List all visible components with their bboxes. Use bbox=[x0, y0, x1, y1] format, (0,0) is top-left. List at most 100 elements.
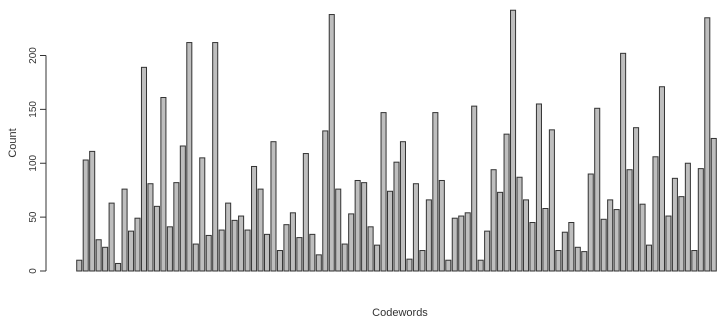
bar bbox=[192, 243, 199, 272]
bar bbox=[574, 246, 581, 272]
bar bbox=[387, 190, 394, 272]
bar bbox=[425, 199, 432, 272]
bar bbox=[503, 133, 510, 272]
bar bbox=[361, 182, 368, 272]
bar bbox=[289, 212, 296, 272]
bar bbox=[438, 179, 445, 272]
bar bbox=[633, 127, 640, 272]
bar bbox=[374, 244, 381, 272]
bar bbox=[484, 230, 491, 272]
bar bbox=[594, 107, 601, 272]
bar bbox=[263, 233, 271, 272]
bar bbox=[179, 145, 186, 272]
bar bbox=[302, 153, 309, 272]
bar bbox=[704, 17, 711, 272]
bar bbox=[490, 169, 497, 272]
bar bbox=[710, 137, 717, 272]
bar bbox=[451, 217, 458, 272]
bar bbox=[244, 229, 251, 272]
bar bbox=[607, 199, 614, 272]
bar bbox=[497, 191, 504, 272]
bar bbox=[205, 234, 212, 272]
y-tick-label: 100 bbox=[28, 154, 39, 171]
bar bbox=[568, 222, 575, 272]
bar bbox=[561, 231, 568, 272]
bar bbox=[645, 244, 653, 272]
bar bbox=[684, 162, 691, 272]
bar bbox=[678, 196, 685, 272]
bar bbox=[134, 217, 141, 272]
y-tick-label: 200 bbox=[28, 47, 39, 64]
bar bbox=[412, 183, 419, 272]
bar bbox=[147, 183, 154, 272]
bar bbox=[652, 156, 659, 272]
bar bbox=[322, 130, 329, 272]
bar bbox=[516, 176, 523, 272]
bar bbox=[522, 199, 530, 272]
bar bbox=[399, 141, 407, 272]
bar bbox=[296, 237, 303, 272]
y-tick-label: 50 bbox=[28, 211, 39, 223]
bar bbox=[218, 229, 225, 272]
bar bbox=[445, 259, 452, 272]
bar bbox=[406, 258, 413, 272]
bar bbox=[665, 215, 672, 272]
bar bbox=[510, 9, 517, 272]
bar bbox=[212, 42, 219, 272]
bar bbox=[186, 42, 193, 272]
bar bbox=[102, 246, 109, 272]
bar bbox=[173, 182, 180, 272]
bar bbox=[341, 243, 348, 272]
bar bbox=[671, 177, 678, 272]
bar bbox=[348, 213, 355, 272]
bar bbox=[458, 215, 465, 272]
bar bbox=[464, 212, 471, 272]
bar bbox=[121, 188, 128, 272]
bar bbox=[89, 150, 96, 272]
bar bbox=[600, 218, 607, 272]
bar bbox=[393, 161, 400, 272]
bar bbox=[257, 188, 264, 272]
bar bbox=[477, 259, 484, 272]
bar bbox=[153, 205, 160, 272]
bar bbox=[166, 226, 173, 272]
bar bbox=[328, 14, 335, 272]
bar bbox=[535, 103, 542, 272]
y-tick-label: 150 bbox=[28, 101, 39, 118]
y-axis-title: Count bbox=[7, 128, 19, 157]
bars-group bbox=[76, 9, 717, 272]
bar bbox=[309, 233, 316, 272]
bar bbox=[639, 203, 646, 272]
bar bbox=[548, 129, 555, 272]
y-tick-label: 0 bbox=[28, 268, 39, 274]
bar bbox=[251, 165, 258, 272]
bar bbox=[108, 202, 115, 272]
bar bbox=[76, 259, 83, 272]
bar bbox=[270, 141, 277, 272]
bar bbox=[367, 226, 374, 272]
bar bbox=[238, 215, 245, 272]
bar bbox=[691, 250, 698, 272]
bar bbox=[128, 230, 135, 272]
bar bbox=[581, 251, 588, 272]
bar bbox=[626, 169, 633, 272]
x-axis-title: Codewords bbox=[372, 307, 428, 319]
bar bbox=[542, 208, 549, 272]
bar bbox=[199, 157, 206, 272]
bar bbox=[335, 188, 342, 272]
bar bbox=[620, 52, 627, 272]
bar bbox=[529, 222, 536, 272]
bar bbox=[115, 262, 122, 272]
bar bbox=[471, 105, 478, 272]
bar bbox=[95, 239, 102, 272]
bar bbox=[697, 168, 704, 272]
bar bbox=[140, 66, 148, 272]
bar bbox=[82, 159, 89, 272]
bar bbox=[555, 250, 562, 272]
bar bbox=[283, 224, 290, 272]
bar bbox=[315, 254, 322, 272]
bar bbox=[587, 173, 594, 272]
bar bbox=[432, 112, 439, 272]
bar bbox=[276, 250, 283, 272]
